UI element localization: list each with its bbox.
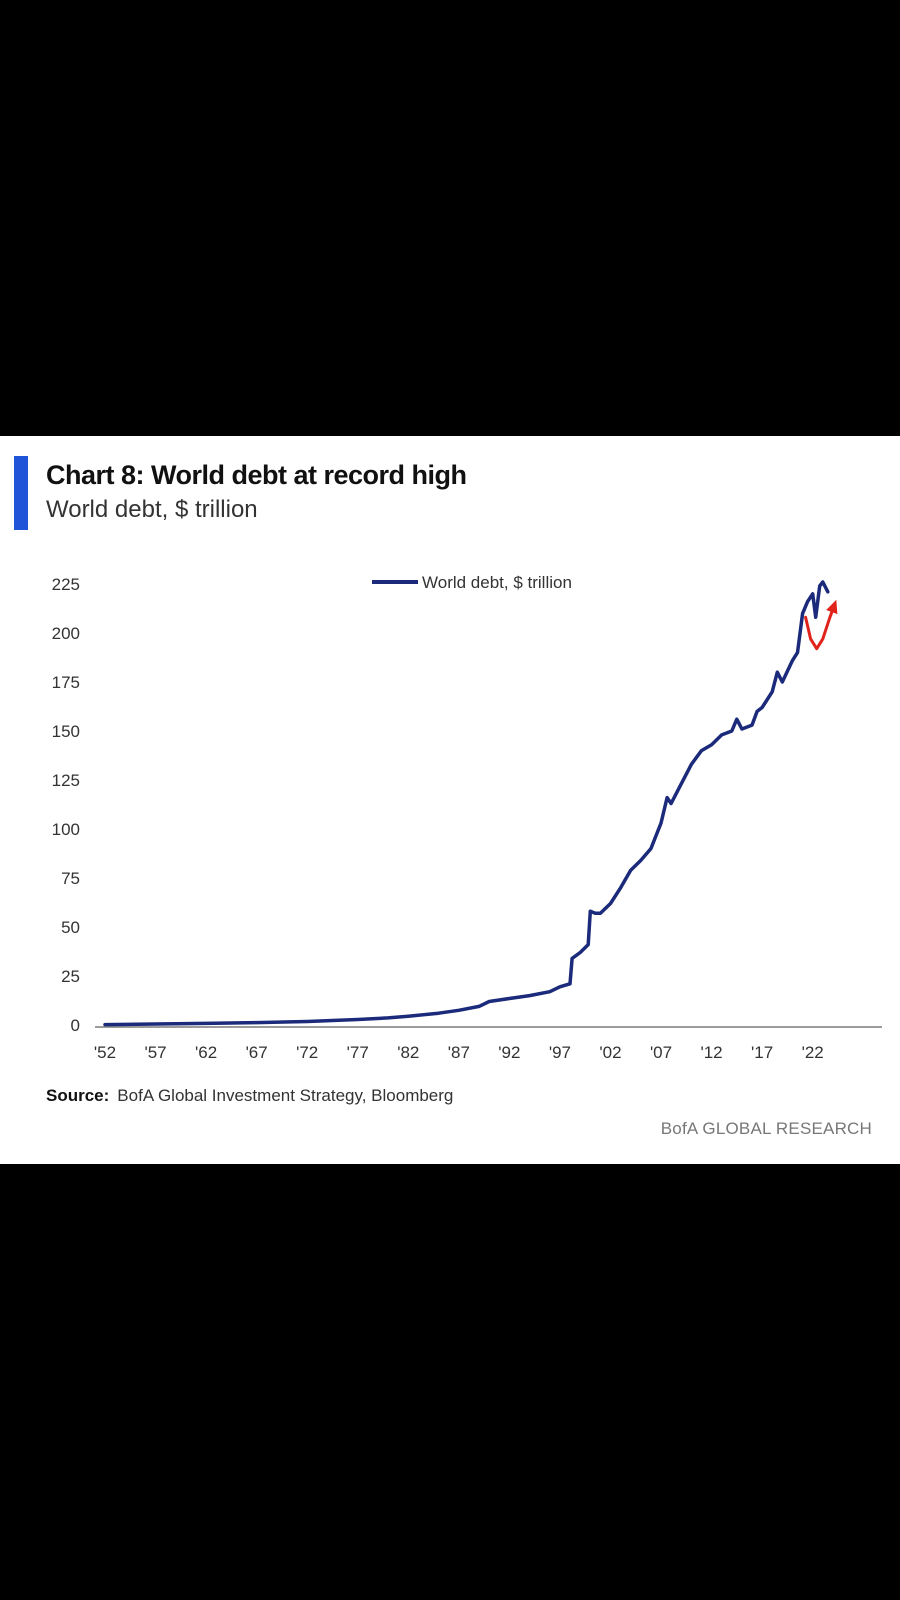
y-tick-label: 225 bbox=[52, 575, 80, 594]
x-tick-label: '62 bbox=[195, 1043, 217, 1062]
x-tick-label: '97 bbox=[549, 1043, 571, 1062]
y-tick-label: 75 bbox=[61, 869, 80, 888]
chart-subtitle: World debt, $ trillion bbox=[46, 496, 258, 523]
x-tick-label: '77 bbox=[347, 1043, 369, 1062]
x-tick-label: '72 bbox=[296, 1043, 318, 1062]
chart-card: Chart 8: World debt at record high World… bbox=[0, 436, 900, 1164]
y-tick-label: 25 bbox=[61, 967, 80, 986]
y-tick-label: 0 bbox=[71, 1016, 80, 1035]
chart-title: Chart 8: World debt at record high bbox=[46, 460, 467, 490]
title-accent-bar bbox=[14, 456, 28, 530]
y-tick-label: 150 bbox=[52, 722, 80, 741]
source-label: Source: bbox=[46, 1086, 110, 1105]
source-text: BofA Global Investment Strategy, Bloombe… bbox=[117, 1086, 454, 1105]
x-tick-label: '07 bbox=[650, 1043, 672, 1062]
y-tick-label: 200 bbox=[52, 624, 80, 643]
series-line-world-debt bbox=[103, 580, 830, 1027]
y-axis-labels: 0 25 50 75 100 125 150 175 200 225 bbox=[52, 575, 80, 1035]
x-tick-label: '57 bbox=[144, 1043, 166, 1062]
x-tick-label: '82 bbox=[397, 1043, 419, 1062]
brand-footer: BofA GLOBAL RESEARCH bbox=[660, 1119, 872, 1138]
x-tick-label: '02 bbox=[599, 1043, 621, 1062]
source-note: Source: BofA Global Investment Strategy, … bbox=[46, 1086, 453, 1106]
y-tick-label: 50 bbox=[61, 918, 80, 937]
x-tick-label: '17 bbox=[751, 1043, 773, 1062]
y-tick-label: 125 bbox=[52, 771, 80, 790]
x-tick-label: '87 bbox=[448, 1043, 470, 1062]
annotation-arrow bbox=[804, 602, 837, 651]
annotation-arrowhead bbox=[826, 599, 838, 615]
x-tick-label: '67 bbox=[246, 1043, 268, 1062]
x-tick-label: '52 bbox=[94, 1043, 116, 1062]
legend: World debt, $ trillion bbox=[372, 573, 572, 592]
y-tick-label: 175 bbox=[52, 673, 80, 692]
chart-plot: 0 25 50 75 100 125 150 175 200 225 '52 '57 '62 '67 '7… bbox=[52, 573, 882, 1062]
x-tick-label: '92 bbox=[498, 1043, 520, 1062]
x-tick-label: '12 bbox=[700, 1043, 722, 1062]
legend-label: World debt, $ trillion bbox=[422, 573, 572, 592]
x-axis-labels: '52 '57 '62 '67 '72 '77 '82 '87 '92 '97 '02 '07 '12 '… bbox=[94, 1043, 824, 1062]
y-tick-label: 100 bbox=[52, 820, 80, 839]
x-tick-label: '22 bbox=[802, 1043, 824, 1062]
